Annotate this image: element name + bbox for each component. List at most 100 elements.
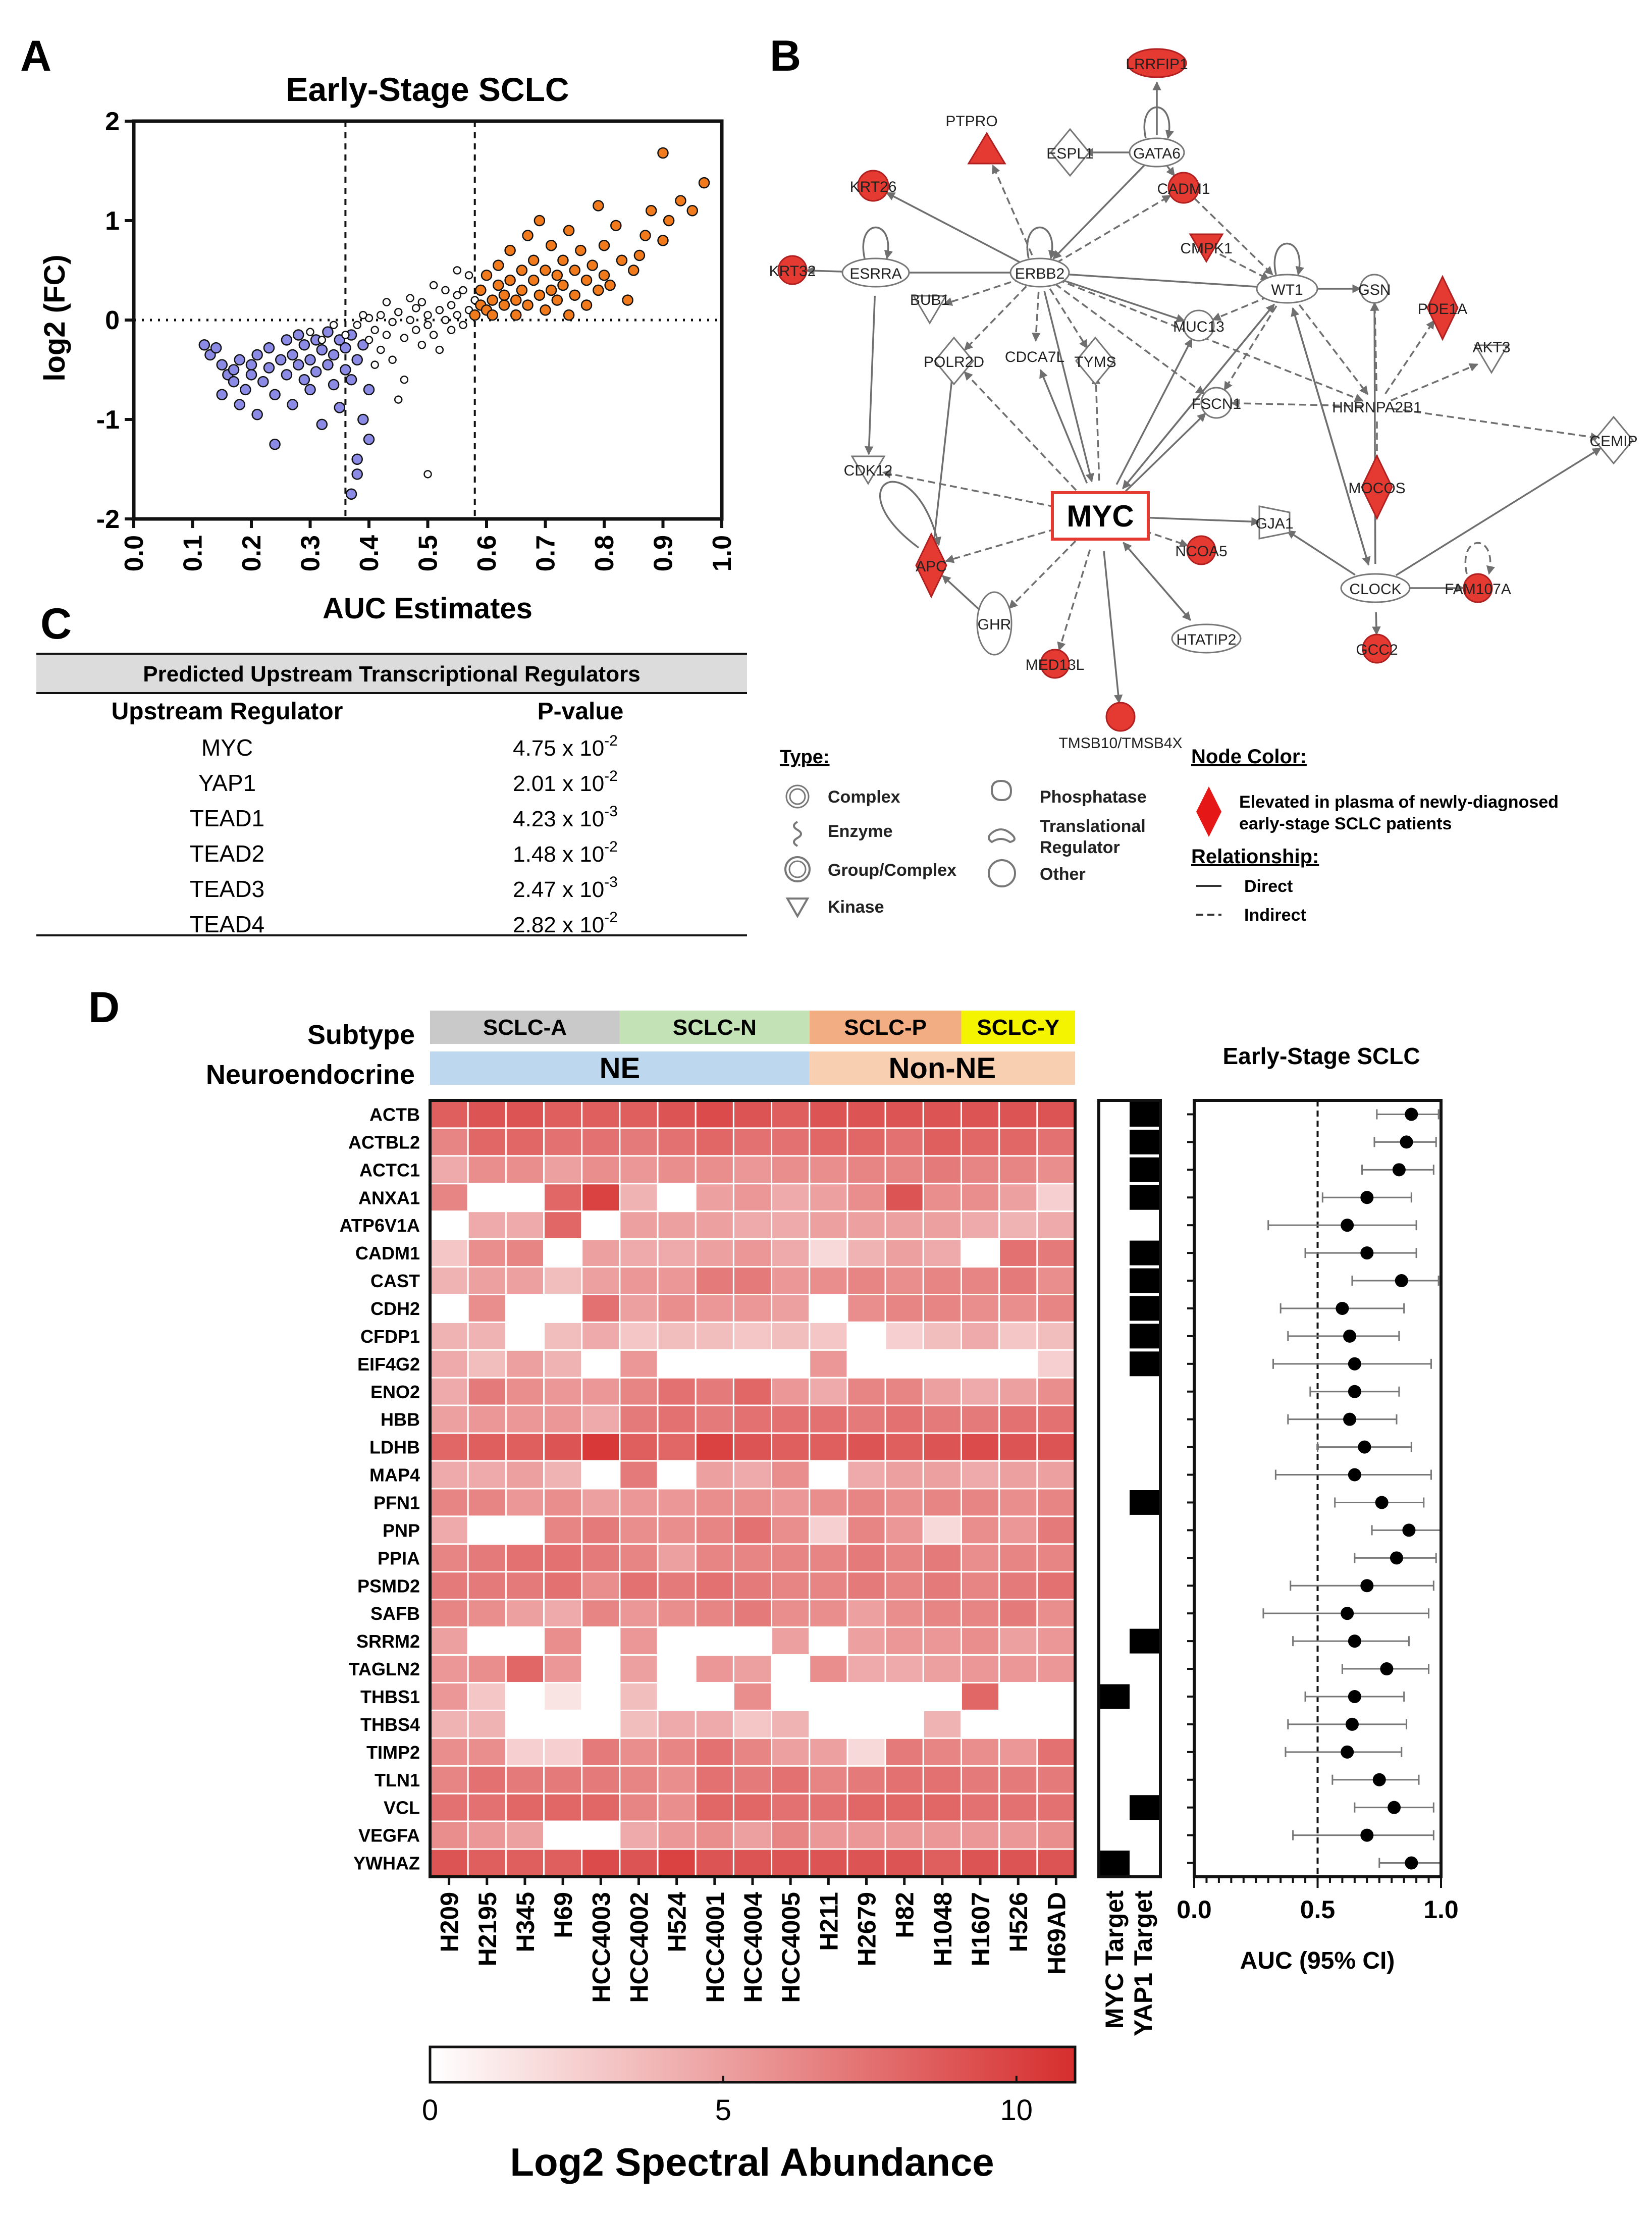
heatmap-cell bbox=[467, 1183, 507, 1213]
heatmap-cell bbox=[429, 1127, 469, 1157]
scatter-point-decreased bbox=[316, 418, 328, 431]
heatmap-cell bbox=[695, 1820, 734, 1850]
scatter-point-increased bbox=[516, 284, 528, 296]
heatmap-cell bbox=[846, 1793, 886, 1822]
heatmap-cell bbox=[846, 1183, 886, 1213]
scatter-point-decreased bbox=[363, 384, 375, 396]
heatmap-cell bbox=[543, 1377, 583, 1406]
panel-label-b: B bbox=[770, 32, 801, 80]
network-node-label: ERBB2 bbox=[1015, 266, 1064, 282]
heatmap-cell bbox=[771, 1099, 811, 1129]
heatmap-cell bbox=[998, 1377, 1038, 1406]
heatmap-cell bbox=[732, 1294, 773, 1323]
network-node-label: HNRNPA2B1 bbox=[1332, 399, 1422, 416]
heatmap-cell bbox=[998, 1571, 1038, 1601]
heatmap-cell bbox=[429, 1266, 469, 1296]
heatmap-cell bbox=[429, 1571, 469, 1601]
scatter-point-increased bbox=[657, 147, 669, 159]
translational-regulator-icon bbox=[988, 828, 1016, 844]
heatmap-cell bbox=[467, 1737, 507, 1767]
heatmap-cell bbox=[809, 1848, 848, 1878]
heatmap-cell bbox=[619, 1488, 659, 1517]
scatter-x-tick-label: 0.2 bbox=[237, 535, 267, 571]
heatmap-cell bbox=[732, 1349, 773, 1379]
scatter-x-tick-label: 0.8 bbox=[590, 535, 619, 571]
heatmap-cell bbox=[581, 1626, 621, 1656]
heatmap-cell bbox=[846, 1599, 886, 1628]
heatmap-cell bbox=[846, 1127, 886, 1157]
heatmap-cell bbox=[657, 1737, 697, 1767]
heatmap-cell bbox=[619, 1377, 659, 1406]
network-node-label: GATA6 bbox=[1133, 145, 1181, 162]
indirect-edge bbox=[1049, 288, 1088, 349]
heatmap-cell bbox=[1036, 1848, 1076, 1878]
heatmap-cell bbox=[467, 1155, 507, 1185]
forest-auc-point bbox=[1388, 1801, 1401, 1814]
heatmap-cell bbox=[467, 1349, 507, 1379]
heatmap-cell bbox=[998, 1543, 1038, 1573]
heatmap-cell bbox=[998, 1654, 1038, 1684]
heatmap-cell bbox=[695, 1765, 734, 1795]
heatmap-cell bbox=[619, 1709, 659, 1739]
scatter-point-decreased bbox=[263, 362, 275, 374]
heatmap-cell bbox=[960, 1848, 1000, 1878]
heatmap-cell bbox=[922, 1321, 962, 1351]
scatter-x-tick-label: 0.9 bbox=[649, 535, 678, 571]
heatmap-cell bbox=[998, 1294, 1038, 1323]
heatmap-cell bbox=[657, 1183, 697, 1213]
scatter-point-unchanged bbox=[459, 321, 467, 330]
heatmap-cell bbox=[922, 1404, 962, 1434]
heatmap-cell bbox=[809, 1321, 848, 1351]
forest-auc-point bbox=[1405, 1108, 1418, 1121]
scatter-point-decreased bbox=[345, 374, 357, 386]
forest-auc-point bbox=[1348, 1357, 1361, 1370]
heatmap-cell bbox=[505, 1349, 545, 1379]
heatmap-cell bbox=[884, 1571, 924, 1601]
scatter-point-unchanged bbox=[400, 375, 409, 384]
scatter-point-increased bbox=[622, 294, 633, 306]
heatmap-cell bbox=[1036, 1709, 1076, 1739]
heatmap-cell bbox=[543, 1599, 583, 1628]
heatmap-cell bbox=[809, 1183, 848, 1213]
network-node-ncoa5: NCOA5 bbox=[1175, 535, 1228, 565]
heatmap-cell bbox=[505, 1626, 545, 1656]
heatmap-cell bbox=[922, 1626, 962, 1656]
scatter-x-tick-label: 0.6 bbox=[472, 535, 502, 571]
myc-target-mark bbox=[1099, 1684, 1130, 1709]
heatmap-cell bbox=[467, 1210, 507, 1240]
heatmap-row-label: CDH2 bbox=[370, 1298, 420, 1319]
heatmap-cell bbox=[846, 1820, 886, 1850]
network-node-erbb2: ERBB2 bbox=[1009, 257, 1070, 288]
complex-icon bbox=[785, 784, 810, 809]
heatmap-cell bbox=[619, 1294, 659, 1323]
scatter-point-unchanged bbox=[453, 310, 461, 320]
network-node-muc13: MUC13 bbox=[1173, 309, 1224, 342]
forest-auc-point bbox=[1360, 1828, 1374, 1842]
heatmap-cell bbox=[884, 1654, 924, 1684]
scatter-point-increased bbox=[487, 309, 498, 321]
table-header-regulator: Upstream Regulator bbox=[112, 698, 343, 725]
heatmap-cell bbox=[998, 1488, 1038, 1517]
heatmap-cell bbox=[771, 1266, 811, 1296]
myc-target-mark bbox=[1099, 1851, 1130, 1875]
network-node-label: ESRRA bbox=[849, 266, 901, 282]
heatmap-cell bbox=[543, 1737, 583, 1767]
heatmap-cell bbox=[543, 1820, 583, 1850]
heatmap-cell bbox=[619, 1099, 659, 1129]
forest-auc-point bbox=[1348, 1385, 1361, 1398]
heatmap-cell bbox=[543, 1238, 583, 1268]
forest-auc-point bbox=[1348, 1635, 1361, 1648]
heatmap-cell bbox=[581, 1210, 621, 1240]
self-loop-edge bbox=[1273, 242, 1304, 276]
heatmap-cell bbox=[732, 1682, 773, 1711]
scatter-point-increased bbox=[575, 244, 587, 256]
direct-edge bbox=[1039, 369, 1088, 484]
target-annotation-strip: MYC Target YAP1 Target bbox=[1097, 1099, 1162, 2036]
yap1-target-mark bbox=[1130, 1240, 1160, 1266]
scatter-point-decreased bbox=[334, 402, 345, 413]
heatmap-cell bbox=[998, 1238, 1038, 1268]
heatmap-cell bbox=[581, 1654, 621, 1684]
heatmap-cell bbox=[732, 1321, 773, 1351]
scatter-point-decreased bbox=[210, 342, 222, 354]
colorbar-gradient bbox=[429, 2045, 1077, 2084]
